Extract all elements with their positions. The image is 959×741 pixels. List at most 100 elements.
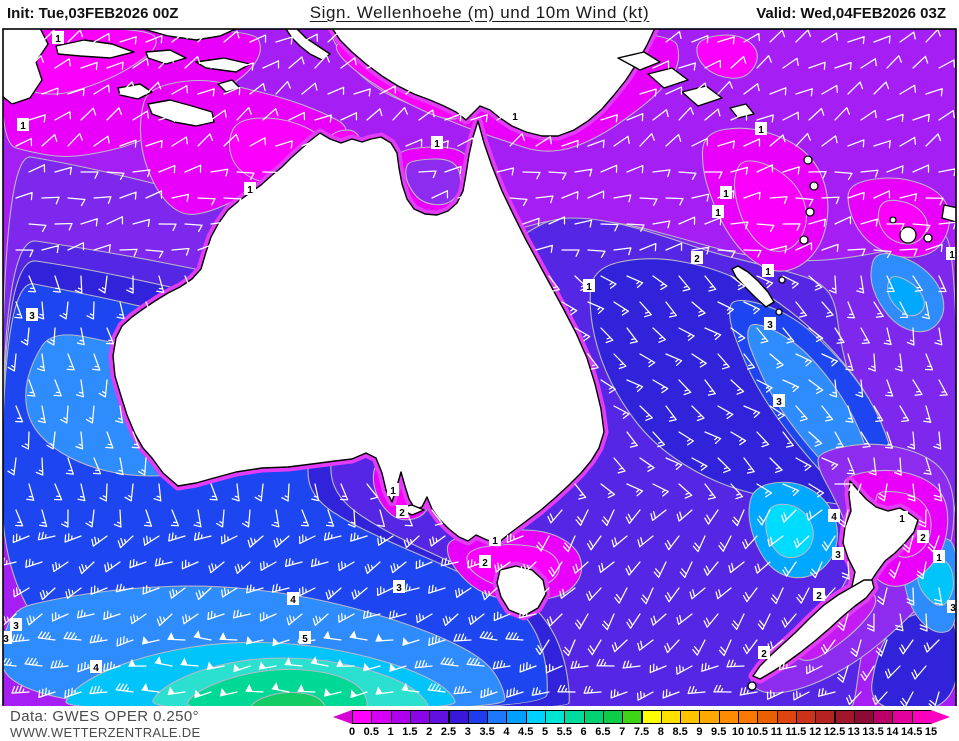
header-bar: Init: Tue,03FEB2026 00Z Sign. Wellenhoeh…: [0, 0, 959, 28]
contour-label-value: 1: [512, 112, 518, 123]
region-deepblue-se-corner: [871, 610, 956, 710]
contour-label-value: 1: [899, 514, 905, 525]
land-loyalty-island: [778, 276, 786, 284]
legend-tick-label: 14: [886, 726, 899, 738]
contour-label-value: 3: [3, 634, 9, 645]
legend-tick-label: 2.5: [440, 726, 457, 738]
land-solomon-2: [647, 67, 689, 89]
contour-label-box: [393, 580, 405, 593]
footer-bar: Data: GWES OPER 0.250° WWW.WETTERZENTRAL…: [0, 706, 959, 741]
legend-tick-label: 1: [387, 726, 394, 738]
contour-label-box: [583, 279, 595, 292]
contour-label-box: [917, 530, 929, 543]
legend-swatch: [660, 710, 682, 724]
legend-swatch: [853, 710, 875, 724]
legend-swatch: [602, 710, 624, 724]
legend-tick-label: 12.5: [823, 726, 846, 738]
init-timestamp: Init: Tue,03FEB2026 00Z: [7, 5, 179, 22]
legend-tick-label: 13: [847, 726, 860, 738]
contour-label-value: 1: [949, 250, 955, 261]
land-new-guinea: [331, 29, 656, 137]
contour-label-value: 3: [776, 397, 782, 408]
legend-tick-label: 6.5: [595, 726, 611, 738]
legend-swatch: [718, 710, 739, 724]
contour-label-box: [3, 631, 12, 644]
legend-tick-label: 4: [503, 726, 510, 738]
contour-label-box: [832, 547, 844, 560]
wind-barbs: [3, 29, 956, 710]
contour-label-value: 1: [758, 125, 764, 136]
legend-swatch: [467, 710, 489, 724]
contour-label-box: [387, 483, 399, 496]
contour-label-value: 3: [767, 320, 773, 331]
legend-tick-label: 0: [348, 726, 356, 738]
legend-tick-label: 0.5: [363, 726, 379, 738]
legend-swatch: [834, 710, 855, 724]
legend-swatch: [448, 710, 469, 724]
contour-label-box: [431, 136, 443, 149]
data-source-label: Data: GWES OPER 0.250°: [10, 708, 200, 725]
legend-tick-label: 1.5: [402, 726, 418, 738]
contour-label-box: [287, 592, 299, 605]
contour-label-box: [758, 646, 770, 659]
land-fiji-north: [889, 216, 897, 224]
legend-swatch: [699, 710, 720, 724]
contour-label-box: [691, 251, 703, 264]
contour-label-value: 2: [761, 649, 767, 660]
valid-timestamp: Valid: Wed,04FEB2026 03Z: [756, 5, 946, 22]
contour-label-value: 2: [694, 254, 700, 265]
legend-swatch: [641, 710, 662, 724]
contour-label-value: 2: [399, 508, 405, 519]
region-cyan-nz-west-core: [765, 503, 814, 559]
contour-label-box: [720, 186, 732, 199]
contour-label-value: 3: [13, 621, 19, 632]
land-stewart-island: [747, 681, 757, 691]
land-nz-north-island: [842, 480, 919, 593]
legend-tick-label: 2: [426, 726, 433, 738]
landmasses: [3, 29, 956, 691]
region-magenta-vanuatu-bright: [733, 160, 808, 252]
legend-tick-label: 9.5: [711, 726, 727, 738]
contour-label-value: 1: [715, 208, 721, 219]
contour-label-value: 3: [29, 311, 35, 322]
legend-tick-label: 10: [731, 726, 745, 738]
contour-label-box: [52, 31, 64, 44]
contour-label-box: [933, 550, 945, 563]
contour-label-value: 1: [586, 282, 592, 293]
map-title: Sign. Wellenhoehe (m) und 10m Wind (kt): [309, 3, 650, 22]
contour-label-box: [509, 109, 521, 122]
land-vanuatu-1: [803, 155, 813, 165]
land-tasmania: [496, 565, 547, 617]
legend-swatch: [487, 710, 508, 724]
land-sumatra-java-corner: [3, 29, 49, 105]
contour-label-box: [755, 122, 767, 135]
contour-label-box: [26, 308, 38, 321]
legend-left-arrow: [333, 710, 352, 724]
contour-label-box: [17, 118, 29, 131]
land-solomon-1: [617, 51, 661, 71]
legend-swatch: [911, 710, 932, 724]
land-timor: [147, 99, 215, 127]
contour-label-value: 1: [723, 189, 729, 200]
land-vanuatu-2: [809, 181, 819, 191]
legend-swatch: [680, 710, 701, 724]
legend-right-arrow: [931, 710, 950, 724]
legend-swatch: [738, 710, 759, 724]
land-solomon-3: [681, 85, 723, 107]
land-solomon-4: [729, 103, 755, 119]
legend-tick-label: 4.5: [518, 726, 534, 738]
contour-label-value: 4: [93, 663, 99, 674]
legend-tick-label: 3.5: [479, 726, 495, 738]
legend-tick-label: 9: [696, 726, 703, 738]
legend-swatch: [409, 710, 431, 724]
contour-label-box: [947, 600, 956, 613]
contour-label-value: 1: [434, 139, 440, 150]
legend-swatch: [795, 710, 817, 724]
contour-label-value: 4: [290, 595, 296, 606]
land-nz-south-island: [752, 579, 875, 680]
legend-tick-label: 10.5: [746, 726, 768, 738]
legend-swatch: [429, 710, 450, 724]
land-java-chain: [55, 39, 135, 59]
